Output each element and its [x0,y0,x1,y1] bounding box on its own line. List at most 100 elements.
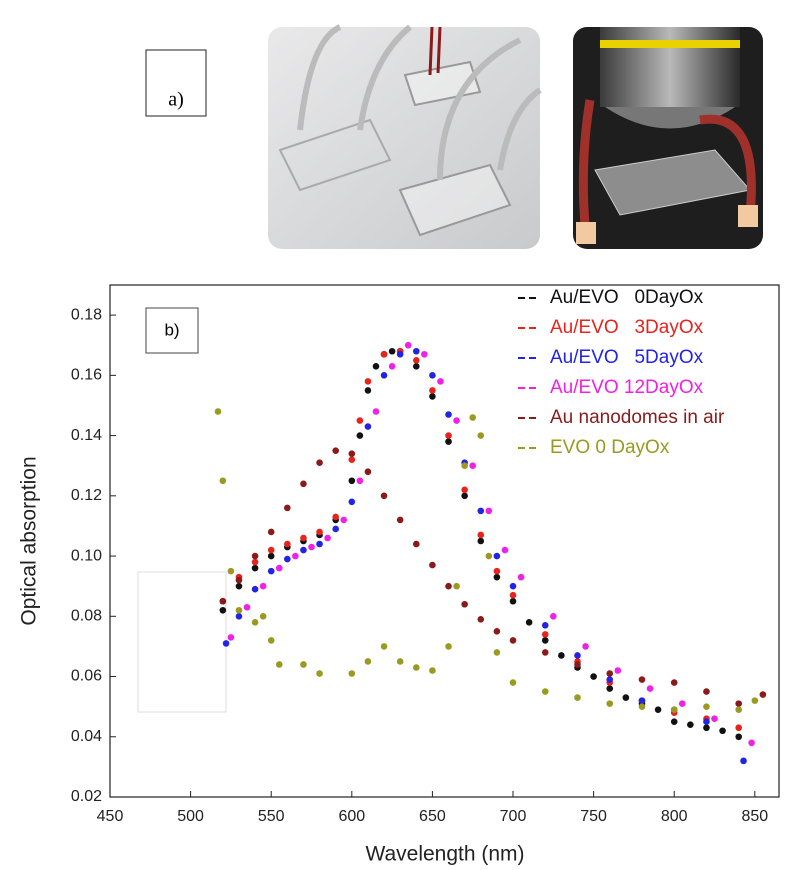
data-point [469,414,477,421]
data-point [759,691,767,698]
panel-a-box [145,49,207,117]
data-point [356,477,364,485]
legend-label: Au/EVO 5DayOx [550,347,704,368]
data-point [251,619,259,626]
data-point [332,525,339,533]
data-point [703,724,710,732]
data-point [735,706,742,713]
data-point [437,378,444,385]
y-tick-label: 0.12 [71,487,102,504]
y-tick-label: 0.10 [71,547,102,564]
data-point [606,685,614,692]
data-point [461,492,468,500]
data-point [356,432,364,439]
data-point [517,573,525,581]
data-point [445,438,452,445]
data-point [719,727,726,735]
data-point [396,350,404,358]
y-tick-label: 0.16 [71,367,102,384]
legend-label: Au nanodomes in air [550,407,725,428]
data-point [412,363,420,370]
data-point [550,612,557,620]
data-point [251,564,259,572]
data-point [316,459,323,466]
data-point [267,637,275,644]
panel-b-box [145,307,199,354]
data-point [735,733,742,741]
data-point [670,706,678,713]
data-point [670,679,678,686]
data-point [735,724,742,732]
data-point [614,667,622,674]
legend-label: Au/EVO 0DayOx [550,287,704,308]
data-point [396,516,404,524]
data-point [421,350,428,358]
data-point [703,718,710,726]
data-point [606,676,614,683]
data-point [638,676,646,683]
data-point [284,540,291,548]
data-point [493,649,501,656]
data-point [541,649,549,656]
data-point [372,363,380,370]
data-point [222,640,230,647]
data-point [541,637,549,644]
data-point [501,546,509,554]
data-point [316,528,323,536]
data-point [388,347,396,355]
data-point [372,408,380,415]
data-point [324,534,331,542]
x-tick-label: 500 [177,808,204,825]
data-point [364,423,372,430]
y-tick-label: 0.14 [71,427,102,444]
data-point [735,700,742,707]
data-point [751,697,759,704]
data-point [574,661,581,668]
data-point [219,477,227,485]
data-point [606,700,614,707]
y-tick-label: 0.08 [71,608,102,625]
panel-b-label: b) [164,320,179,339]
data-point [404,341,412,349]
x-tick-label: 700 [500,808,527,825]
data-point [740,757,747,765]
data-point [509,597,517,605]
data-point [477,537,485,545]
data-point [541,688,549,695]
data-point [445,432,452,439]
data-point [703,688,710,695]
data-point [469,462,477,470]
data-point [687,721,694,729]
data-point [477,616,485,623]
x-tick-label: 850 [741,808,768,825]
data-point [251,585,259,593]
data-point [485,552,493,560]
data-point [364,378,372,385]
data-point [380,492,388,500]
data-point [525,619,533,626]
data-point [461,462,468,470]
data-point [364,387,372,394]
data-point [461,486,468,494]
data-point [332,513,339,521]
data-point [429,667,436,674]
data-point [380,372,388,379]
data-point [670,718,678,726]
x-tick-label: 450 [97,808,124,825]
data-point [348,498,356,506]
data-point [429,561,436,569]
data-point [300,661,307,668]
data-point [493,628,501,635]
data-point [445,643,452,650]
data-point [275,564,283,572]
data-point [364,468,372,476]
data-point [219,597,227,605]
data-point [300,480,307,488]
data-point [748,739,755,747]
data-point [396,658,404,665]
data-point [638,697,646,704]
data-point [259,582,267,590]
data-point [364,658,372,665]
data-point [445,582,452,590]
